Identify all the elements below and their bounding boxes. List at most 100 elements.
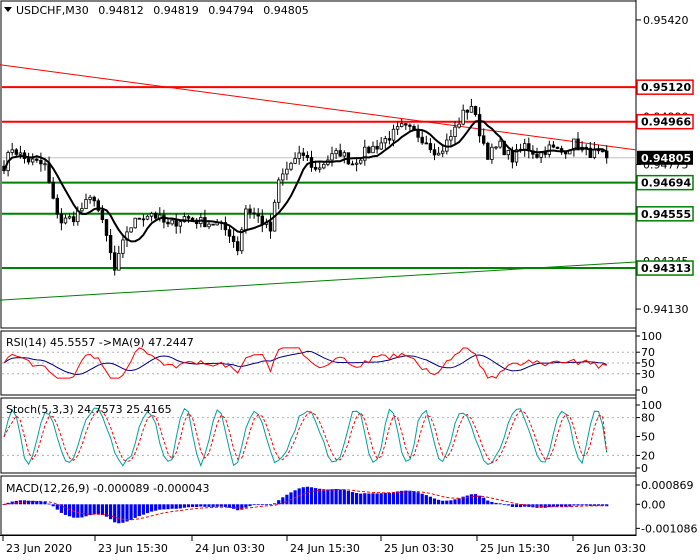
stoch-lines [2,407,635,468]
candle-body [477,114,482,137]
candle-body [317,167,322,170]
macd-bar [301,487,305,505]
macd-bar [76,504,80,518]
macd-bar [80,504,84,518]
macd-bar [215,504,219,507]
macd-title: MACD(12,26,9) -0.000089 -0.000043 [6,482,209,495]
candle-body [440,150,445,154]
candle-body [235,241,240,252]
support-level-label: 0.94694 [641,177,691,190]
macd-bar [133,504,137,518]
macd-bar [277,500,281,505]
macd-bar [367,493,371,505]
candle-body [428,143,433,151]
macd-bar [150,504,154,512]
candle-body [486,142,490,160]
macd-bar [416,492,420,505]
macd-bar [129,504,133,521]
current-price-label: 0.94805 [641,152,691,165]
candle-body [535,153,539,158]
macd-bar [486,500,490,505]
macd-bar [207,504,211,507]
candle-body [47,163,51,183]
candle-body [461,109,465,125]
candle-body [276,179,281,203]
candle-body [572,138,576,151]
macd-bar [363,493,367,505]
indicator-tick-label: 50 [641,431,655,444]
level-badges: 0.95120 0.94966 0.94694 0.94555 0.94313 [636,79,694,276]
macd-bar [117,504,121,524]
candle-body [436,152,441,156]
macd-bar [162,504,166,510]
candle-body [408,124,412,127]
macd-bar [359,493,363,505]
macd-bar [51,504,55,507]
candle-body [63,217,68,224]
candle-body [453,126,457,137]
candle-body [153,213,158,219]
header-low: 0.94794 [208,4,254,17]
price-tick-label: 0.95420 [643,14,689,27]
candle-body [145,215,150,220]
macd-bar [219,504,223,507]
candle-body [354,162,359,165]
candle-body [174,219,178,227]
macd-bar [596,504,601,506]
dropdown-triangle-icon[interactable] [4,7,12,12]
macd-bar [330,489,334,505]
rsi-line [3,347,607,379]
indicator-tick-label: 0.000869 [641,479,694,492]
stoch-title: Stoch(5,3,3) 24.7573 25.4165 [6,403,172,416]
candle-body [129,227,133,233]
candle-body [592,149,597,158]
macd-bar [170,504,174,509]
macd-bar [547,504,551,508]
price-pane[interactable] [0,0,637,329]
macd-bar [441,500,445,505]
macd-bar [248,504,252,507]
candle-body [170,219,174,225]
candle-body [35,158,39,161]
rsi-title: RSI(14) 45.5557 ->MA(9) 47.2447 [6,336,194,349]
candle-body [51,181,55,199]
macd-bar [473,494,478,505]
candle-body [18,152,23,155]
candle-body [240,229,244,252]
time-axis-label: 24 Jun 03:30 [195,542,265,555]
indicator-tick-labels: 100705030010080502000.0008690.00-0.00108… [636,330,697,535]
candle-body [498,140,502,148]
candle-body [379,142,383,150]
candle-body [88,196,92,200]
candle-body [465,109,469,113]
resistance-trendline[interactable] [0,64,637,151]
horizontal-levels[interactable] [2,86,636,270]
candle-body [207,223,211,228]
chart-header: USDCHF,M30 0.94812 0.94819 0.94794 0.948… [16,4,309,17]
candle-body [297,152,301,159]
macd-bar [412,491,416,505]
macd-bar [437,499,441,505]
macd-bar [445,500,449,505]
candle-body [375,145,379,150]
macd-bar [568,504,572,507]
macd-bar [281,497,285,505]
time-axis-label: 26 Jun 03:30 [576,542,646,555]
macd-bar [342,489,346,505]
candle-body [182,216,187,223]
candle-body [190,217,195,221]
macd-bar [379,493,383,505]
candle-body [564,151,568,155]
macd-bar [424,495,428,505]
macd-bar [256,504,260,506]
stoch-d-line [3,409,608,464]
candle-body [481,135,486,144]
macd-bar [519,504,523,508]
macd-bar [68,504,72,517]
candle-body [211,223,215,226]
candles [2,98,609,276]
macd-bar [195,504,199,508]
indicator-tick-label: 0 [641,384,648,397]
macd-bar [121,504,125,523]
